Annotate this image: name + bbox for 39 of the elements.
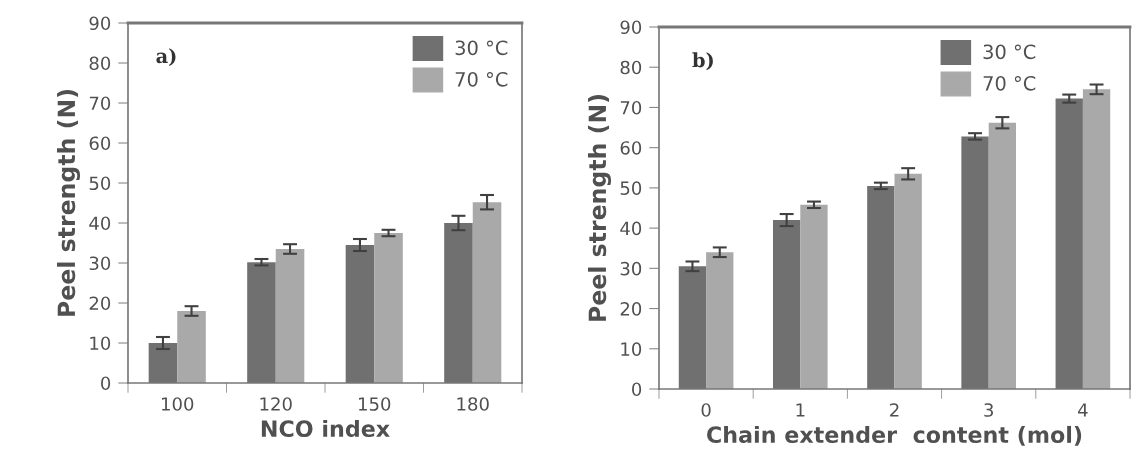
y-tick-label: 40 <box>89 216 111 231</box>
y-tick-label: 10 <box>90 336 111 351</box>
y-tick-label: 70 <box>89 96 111 111</box>
x-axis-title: NCO index <box>261 419 390 438</box>
y-tick-label: 20 <box>620 302 642 316</box>
y-axis-title: Peel strength (N) <box>56 90 81 316</box>
x-tick-label: 0 <box>701 403 711 417</box>
y-tick-label: 0 <box>101 376 111 391</box>
y-tick-label: 10 <box>621 342 642 356</box>
y-tick-label: 60 <box>89 136 111 151</box>
x-tick-label: 100 <box>162 397 194 411</box>
y-tick-label: 70 <box>620 100 642 115</box>
y-tick-label: 40 <box>620 221 642 236</box>
y-tick-label: 80 <box>620 60 642 75</box>
x-tick-label: 4 <box>1078 403 1088 417</box>
y-tick-label: 30 <box>620 261 642 276</box>
x-tick-label: 150 <box>359 397 391 411</box>
annotation: b) <box>692 52 713 71</box>
y-tick-label: 80 <box>89 56 111 71</box>
x-axis-title: Chain extender content (mol) <box>707 425 1082 446</box>
x-tick-label: 180 <box>457 397 489 411</box>
y-tick-label: 50 <box>89 176 111 191</box>
y-tick-label: 60 <box>620 141 642 155</box>
y-tick-label: 90 <box>89 16 111 31</box>
annotation: a) <box>156 48 176 66</box>
x-tick-label: 1 <box>796 403 805 417</box>
y-tick-label: 90 <box>620 20 642 35</box>
y-axis-title: Peel strength (N) <box>587 95 612 321</box>
y-tick-label: 30 <box>89 256 111 271</box>
y-tick-label: 20 <box>89 296 111 311</box>
x-tick-label: 3 <box>984 403 993 417</box>
legend-label: 70 °C <box>455 71 508 87</box>
y-tick-label: 50 <box>620 181 642 196</box>
legend-label: 30 °C <box>455 40 508 56</box>
x-tick-label: 2 <box>890 403 899 417</box>
y-tick-label: 0 <box>632 382 642 397</box>
legend-label: 70 °C <box>983 75 1036 91</box>
legend-label: 30 °C <box>983 44 1036 60</box>
x-tick-label: 120 <box>260 397 292 411</box>
